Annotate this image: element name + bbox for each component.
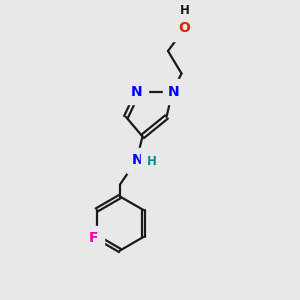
Text: H: H [147,155,156,169]
Text: N: N [168,85,180,98]
Text: O: O [178,22,190,35]
Text: H: H [180,4,189,17]
Text: F: F [89,232,98,245]
Text: N: N [131,85,142,98]
Text: N: N [132,154,144,167]
